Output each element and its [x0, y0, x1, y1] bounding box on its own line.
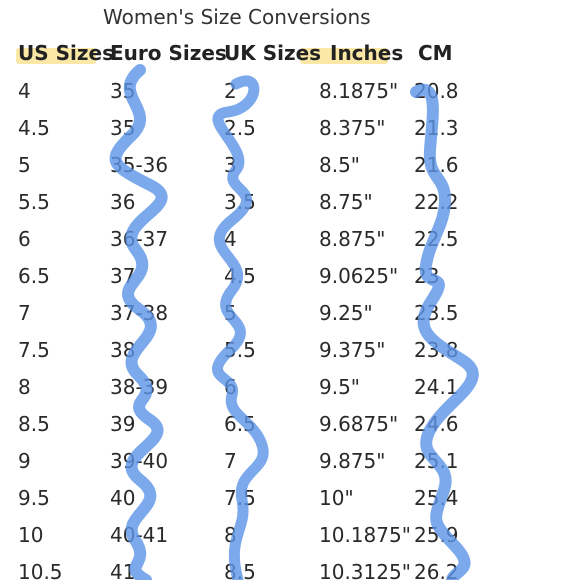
inches-cell: 10" — [319, 486, 354, 510]
inches-cell: 9.0625" — [319, 264, 399, 288]
euro-size-cell: 40 — [110, 486, 136, 510]
us-size-cell: 9 — [18, 449, 31, 473]
inches-cell: 8.1875" — [319, 79, 399, 103]
us-size-cell: 9.5 — [18, 486, 50, 510]
cm-cell: 25.9 — [414, 523, 459, 547]
us-size-cell: 5 — [18, 153, 31, 177]
uk-size-cell: 5.5 — [224, 338, 256, 362]
cm-cell: 22.5 — [414, 227, 459, 251]
cm-cell: 22.2 — [414, 190, 459, 214]
inches-cell: 8.875" — [319, 227, 386, 251]
cm-cell: 20.8 — [414, 79, 459, 103]
euro-size-cell: 36 — [110, 190, 136, 214]
uk-size-cell: 2.5 — [224, 116, 256, 140]
cm-cell: 25.4 — [414, 486, 459, 510]
cm-cell: 24.1 — [414, 375, 459, 399]
uk-size-cell: 8 — [224, 523, 237, 547]
inches-cell: 8.375" — [319, 116, 386, 140]
euro-size-cell: 35 — [110, 79, 136, 103]
inches-cell: 8.5" — [319, 153, 361, 177]
uk-size-cell: 6 — [224, 375, 237, 399]
cm-cell: 23.5 — [414, 301, 459, 325]
header-inches: Inches — [330, 41, 404, 65]
header-euro-sizes: Euro Sizes — [110, 41, 227, 65]
euro-size-cell: 35-36 — [110, 153, 169, 177]
us-size-cell: 6.5 — [18, 264, 50, 288]
us-size-cell: 6 — [18, 227, 31, 251]
cm-cell: 23.8 — [414, 338, 459, 362]
euro-size-cell: 36-37 — [110, 227, 169, 251]
uk-size-cell: 4.5 — [224, 264, 256, 288]
uk-size-cell: 2 — [224, 79, 237, 103]
euro-size-cell: 35 — [110, 116, 136, 140]
us-size-cell: 8.5 — [18, 412, 50, 436]
euro-size-cell: 38 — [110, 338, 136, 362]
uk-size-cell: 3.5 — [224, 190, 256, 214]
header-uk-sizes: UK Sizes — [224, 41, 322, 65]
header-cm: CM — [418, 41, 453, 65]
cm-cell: 23 — [414, 264, 440, 288]
uk-size-cell: 4 — [224, 227, 237, 251]
uk-size-cell: 7.5 — [224, 486, 256, 510]
us-size-cell: 5.5 — [18, 190, 50, 214]
us-size-cell: 8 — [18, 375, 31, 399]
us-size-cell: 7 — [18, 301, 31, 325]
euro-size-cell: 40-41 — [110, 523, 169, 547]
uk-sizes-highlight — [300, 48, 388, 64]
euro-size-cell: 37-38 — [110, 301, 169, 325]
cm-cell: 26.2 — [414, 560, 459, 580]
inches-cell: 10.1875" — [319, 523, 411, 547]
cm-cell: 21.3 — [414, 116, 459, 140]
euro-size-cell: 39 — [110, 412, 136, 436]
inches-cell: 9.6875" — [319, 412, 399, 436]
cm-cell: 25.1 — [414, 449, 459, 473]
us-size-cell: 10.5 — [18, 560, 63, 580]
inches-cell: 9.375" — [319, 338, 386, 362]
euro-size-cell: 41 — [110, 560, 136, 580]
inches-cell: 9.5" — [319, 375, 361, 399]
us-size-cell: 10 — [18, 523, 44, 547]
inches-cell: 9.25" — [319, 301, 373, 325]
uk-size-cell: 6.5 — [224, 412, 256, 436]
euro-size-cell: 38-39 — [110, 375, 169, 399]
uk-size-cell: 7 — [224, 449, 237, 473]
uk-size-cell: 5 — [224, 301, 237, 325]
inches-cell: 8.75" — [319, 190, 373, 214]
euro-size-cell: 37 — [110, 264, 136, 288]
us-sizes-highlight — [16, 48, 96, 64]
cm-cell: 21.6 — [414, 153, 459, 177]
uk-size-cell: 8.5 — [224, 560, 256, 580]
us-size-cell: 4.5 — [18, 116, 50, 140]
inches-cell: 9.875" — [319, 449, 386, 473]
cm-cell: 24.6 — [414, 412, 459, 436]
us-size-cell: 7.5 — [18, 338, 50, 362]
chart-title: Women's Size Conversions — [103, 5, 371, 29]
us-size-cell: 4 — [18, 79, 31, 103]
euro-size-cell: 39-40 — [110, 449, 169, 473]
uk-size-cell: 3 — [224, 153, 237, 177]
header-us-sizes: US Sizes — [18, 41, 114, 65]
inches-cell: 10.3125" — [319, 560, 411, 580]
